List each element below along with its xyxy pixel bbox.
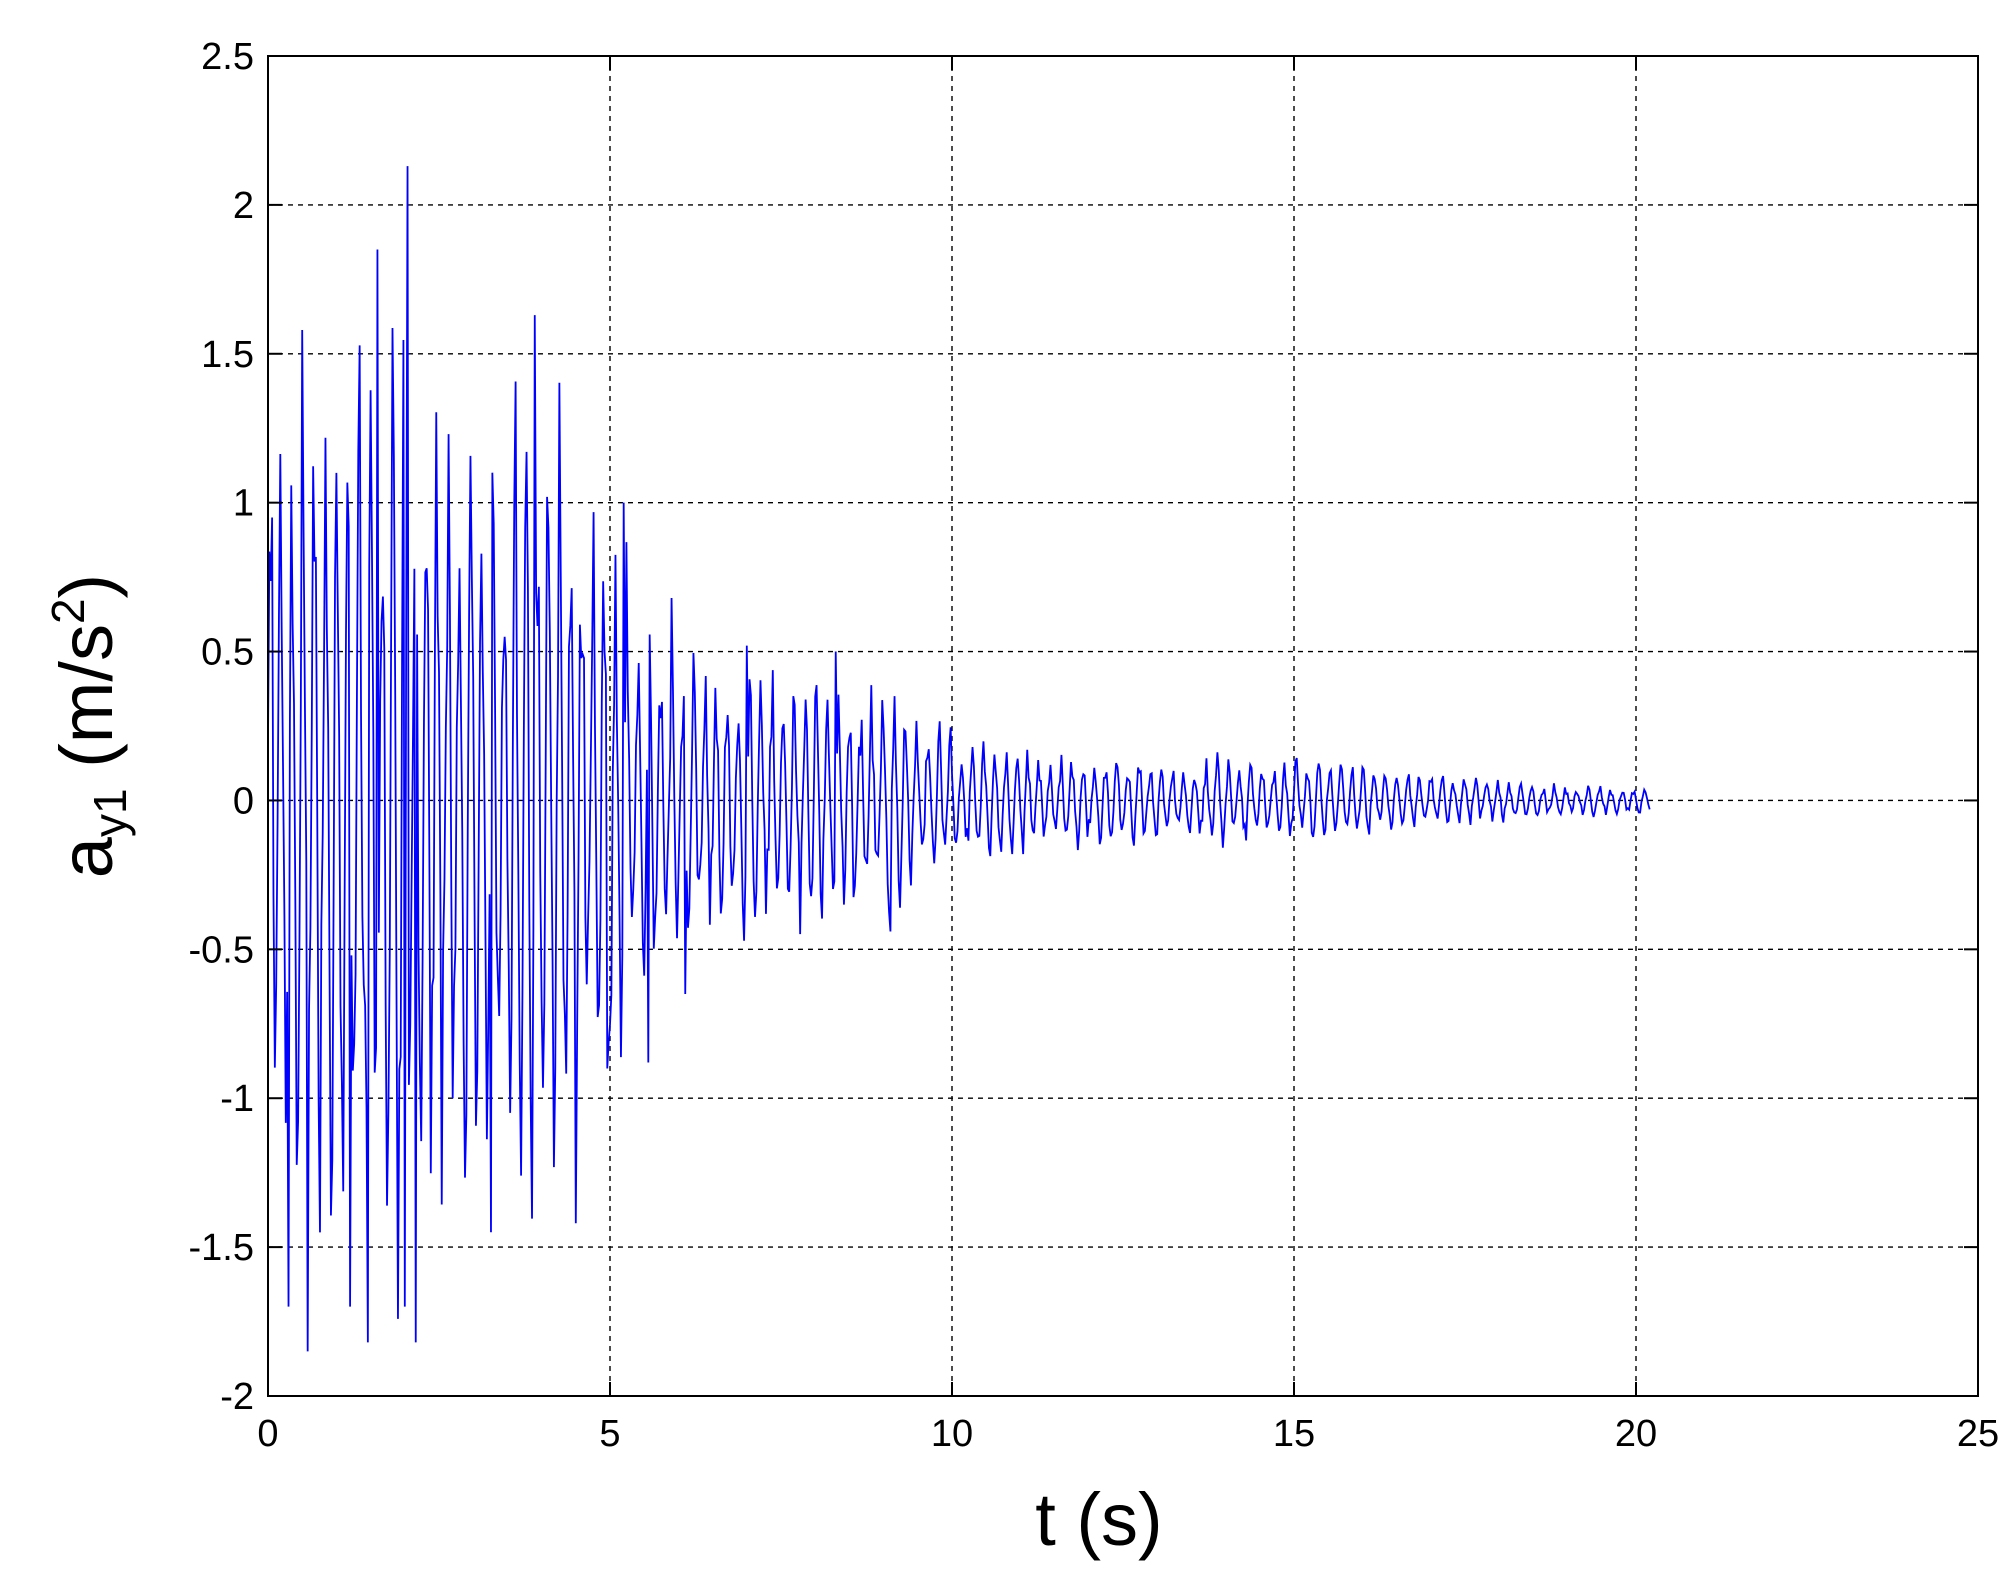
- grid-lines: [268, 56, 1978, 1396]
- y-axis-title-base: a: [45, 836, 128, 878]
- y-axis-title-subscript: y1: [84, 788, 136, 837]
- y-axis-title-space: [45, 768, 128, 789]
- y-tick-label: -1.5: [189, 1227, 254, 1269]
- x-axis-title: t (s): [1035, 1478, 1162, 1561]
- y-axis-title-unit-end: ): [45, 574, 128, 599]
- y-axis-title-superscript: 2: [42, 598, 94, 624]
- y-tick-label: 2: [233, 185, 254, 227]
- y-tick-label: 2.5: [201, 36, 254, 78]
- y-tick-label: -1: [220, 1078, 254, 1120]
- tick-marks: [267, 55, 1979, 1397]
- x-tick-label: 0: [257, 1413, 278, 1455]
- y-tick-label: -0.5: [189, 929, 254, 971]
- x-tick-label: 15: [1273, 1413, 1315, 1455]
- plot-background: [268, 56, 1978, 1396]
- x-tick-label: 5: [599, 1413, 620, 1455]
- x-tick-label: 25: [1957, 1413, 1999, 1455]
- y-tick-label: 1: [233, 483, 254, 525]
- x-tick-label: 10: [931, 1413, 973, 1455]
- y-tick-label: 1.5: [201, 334, 254, 376]
- y-axis-title: ay1 (m/s2): [42, 574, 136, 878]
- series-layer: [267, 166, 1651, 1352]
- series-line: [267, 166, 1651, 1352]
- y-tick-label: 0.5: [201, 632, 254, 674]
- x-tick-labels: 0 5 10 15 20 25: [257, 1413, 1999, 1455]
- y-axis-title-unit: (m/s: [45, 624, 128, 768]
- y-tick-label: -2: [220, 1376, 254, 1418]
- y-tick-label: 0: [233, 780, 254, 822]
- y-tick-labels: -2 -1.5 -1 -0.5 0 0.5 1 1.5 2 2.5: [189, 36, 254, 1418]
- plot-frame: [267, 55, 1979, 1397]
- x-tick-label: 20: [1615, 1413, 1657, 1455]
